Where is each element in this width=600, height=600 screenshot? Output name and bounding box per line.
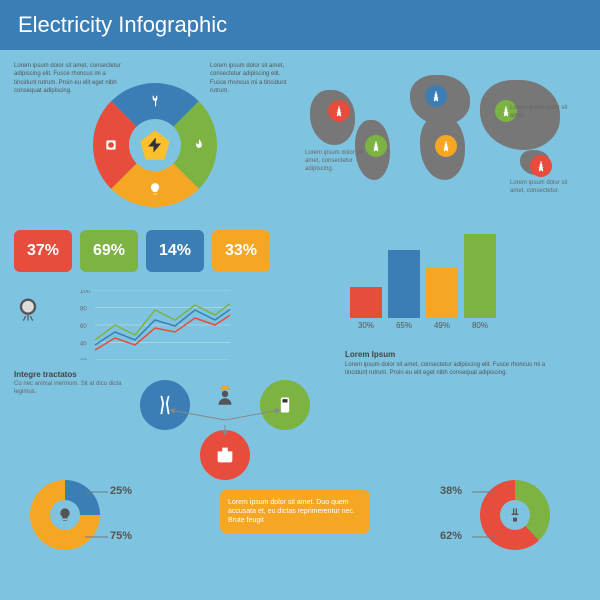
ring-left-pct-0: 25% — [110, 485, 132, 497]
map-pin-1 — [365, 135, 387, 157]
bar-fill — [464, 234, 496, 318]
tractatos-block: Integre tractatos Cu nec animal inermum. … — [14, 370, 124, 397]
bar-label: 80% — [472, 321, 488, 330]
mid-icon-worker — [200, 370, 250, 420]
bar-0: 30% — [350, 287, 382, 331]
svg-text:60: 60 — [80, 324, 87, 330]
mid-icon-multimeter — [260, 380, 310, 430]
ring-right — [480, 480, 550, 550]
stat-box-3: 33% — [212, 230, 270, 272]
svg-text:100: 100 — [80, 290, 91, 295]
bar-fill — [350, 287, 382, 319]
donut-center-icon — [134, 124, 176, 166]
content: Lorem ipsum dolor sit amet, consectetur … — [0, 50, 600, 598]
bar-label: 49% — [434, 321, 450, 330]
bar-chart: 30% 65% 49% 80% — [350, 225, 496, 330]
svg-text:80: 80 — [80, 307, 87, 313]
segment-donut — [93, 83, 217, 207]
meter-icon — [14, 295, 42, 328]
bar-2: 49% — [426, 267, 458, 330]
svg-text:40: 40 — [80, 342, 87, 348]
map-pin-5 — [530, 155, 552, 177]
header: Electricity Infographic — [0, 0, 600, 50]
lorem-right-body: Lorem ipsum dolor sit amet, consectetur … — [345, 361, 565, 378]
header-title: Electricity Infographic — [18, 12, 227, 37]
map-caption-2: Lorem ipsum dolor sit amet, consectetur. — [510, 180, 570, 196]
bar-3: 80% — [464, 234, 496, 330]
bar-fill — [426, 267, 458, 318]
map-caption-0: Lorem ipsum dolor sit amet, consectetur … — [305, 150, 365, 173]
stat-box-1: 69% — [80, 230, 138, 272]
bar-fill — [388, 250, 420, 318]
svg-text:20: 20 — [80, 359, 87, 360]
lorem-right-title: Lorem Ipsum — [345, 350, 565, 359]
line-chart: 100 80 60 40 20 — [80, 290, 230, 365]
ring-left — [30, 480, 100, 550]
tractatos-title: Integre tractatos — [14, 370, 124, 379]
lorem-top-1: Lorem ipsum dolor sit amet, consectetur … — [210, 62, 290, 96]
orange-callout: Lorem ipsum dolor sit amet. Duo quem acc… — [220, 490, 370, 533]
stat-row: 37%69%14%33% — [14, 230, 270, 272]
ring-left-pct-1: 75% — [110, 530, 132, 542]
tractatos-body: Cu nec animal inermum. Sit at dico dicta… — [14, 381, 124, 397]
map-pin-0 — [328, 100, 350, 122]
lorem-right: Lorem Ipsum Lorem ipsum dolor sit amet, c… — [345, 350, 565, 378]
stat-box-0: 37% — [14, 230, 72, 272]
ring-right-pct-0: 38% — [440, 485, 462, 497]
mid-icon-toolbox — [200, 430, 250, 480]
map-caption-1: Lorem ipsum dolor sit amet. — [510, 105, 570, 121]
ring-right-pct-1: 62% — [440, 530, 462, 542]
map-pin-3 — [435, 135, 457, 157]
map-pin-2 — [425, 85, 447, 107]
mid-icon-tools — [140, 380, 190, 430]
bar-label: 65% — [396, 321, 412, 330]
bar-1: 65% — [388, 250, 420, 330]
stat-box-2: 14% — [146, 230, 204, 272]
bar-label: 30% — [358, 321, 374, 330]
